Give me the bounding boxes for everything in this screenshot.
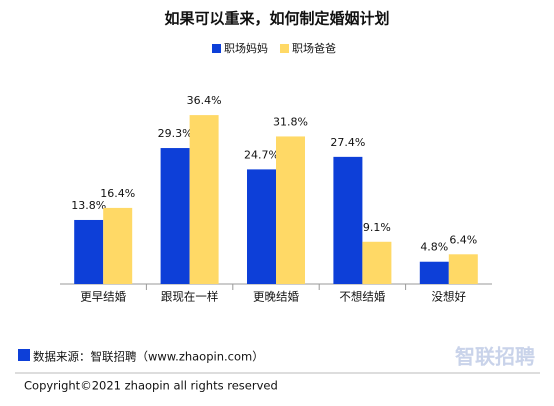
value-label: 36.4%	[187, 94, 222, 107]
bar	[247, 169, 276, 284]
legend-label: 职场妈妈	[224, 41, 268, 55]
bar	[448, 254, 478, 284]
logo: 智联招聘	[455, 345, 535, 369]
x-tick-label: 不想结婚	[339, 290, 385, 304]
value-label: 9.1%	[363, 221, 391, 234]
x-tick-label: 更晚结婚	[253, 290, 299, 304]
bar	[333, 156, 363, 284]
value-label: 16.4%	[100, 187, 135, 200]
bar	[74, 219, 104, 284]
bar	[160, 148, 190, 284]
source: 数据来源：智联招聘（www.zhaopin.com）	[33, 350, 264, 364]
copyright: Copyright©2021 zhaopin all rights reserv…	[24, 379, 278, 393]
bar	[362, 241, 392, 284]
value-label: 31.8%	[273, 115, 308, 128]
bar	[276, 136, 305, 284]
x-tick-label: 更早结婚	[80, 290, 126, 304]
bar	[103, 207, 133, 284]
x-tick-label: 跟现在一样	[161, 290, 219, 304]
legend-swatch	[212, 44, 221, 53]
value-label: 4.8%	[420, 241, 448, 254]
x-tick-label: 没想好	[432, 290, 467, 304]
value-label: 24.7%	[244, 148, 279, 161]
value-label: 27.4%	[330, 136, 365, 149]
legend-swatch	[280, 44, 289, 53]
value-label: 6.4%	[449, 233, 477, 246]
source-marker	[18, 349, 30, 361]
value-label: 29.3%	[158, 127, 193, 140]
value-label: 13.8%	[71, 199, 106, 212]
bar	[189, 115, 219, 284]
chart-title: 如果可以重来，如何制定婚姻计划	[164, 10, 389, 28]
legend-label: 职场爸爸	[292, 41, 336, 55]
bar	[419, 261, 449, 284]
